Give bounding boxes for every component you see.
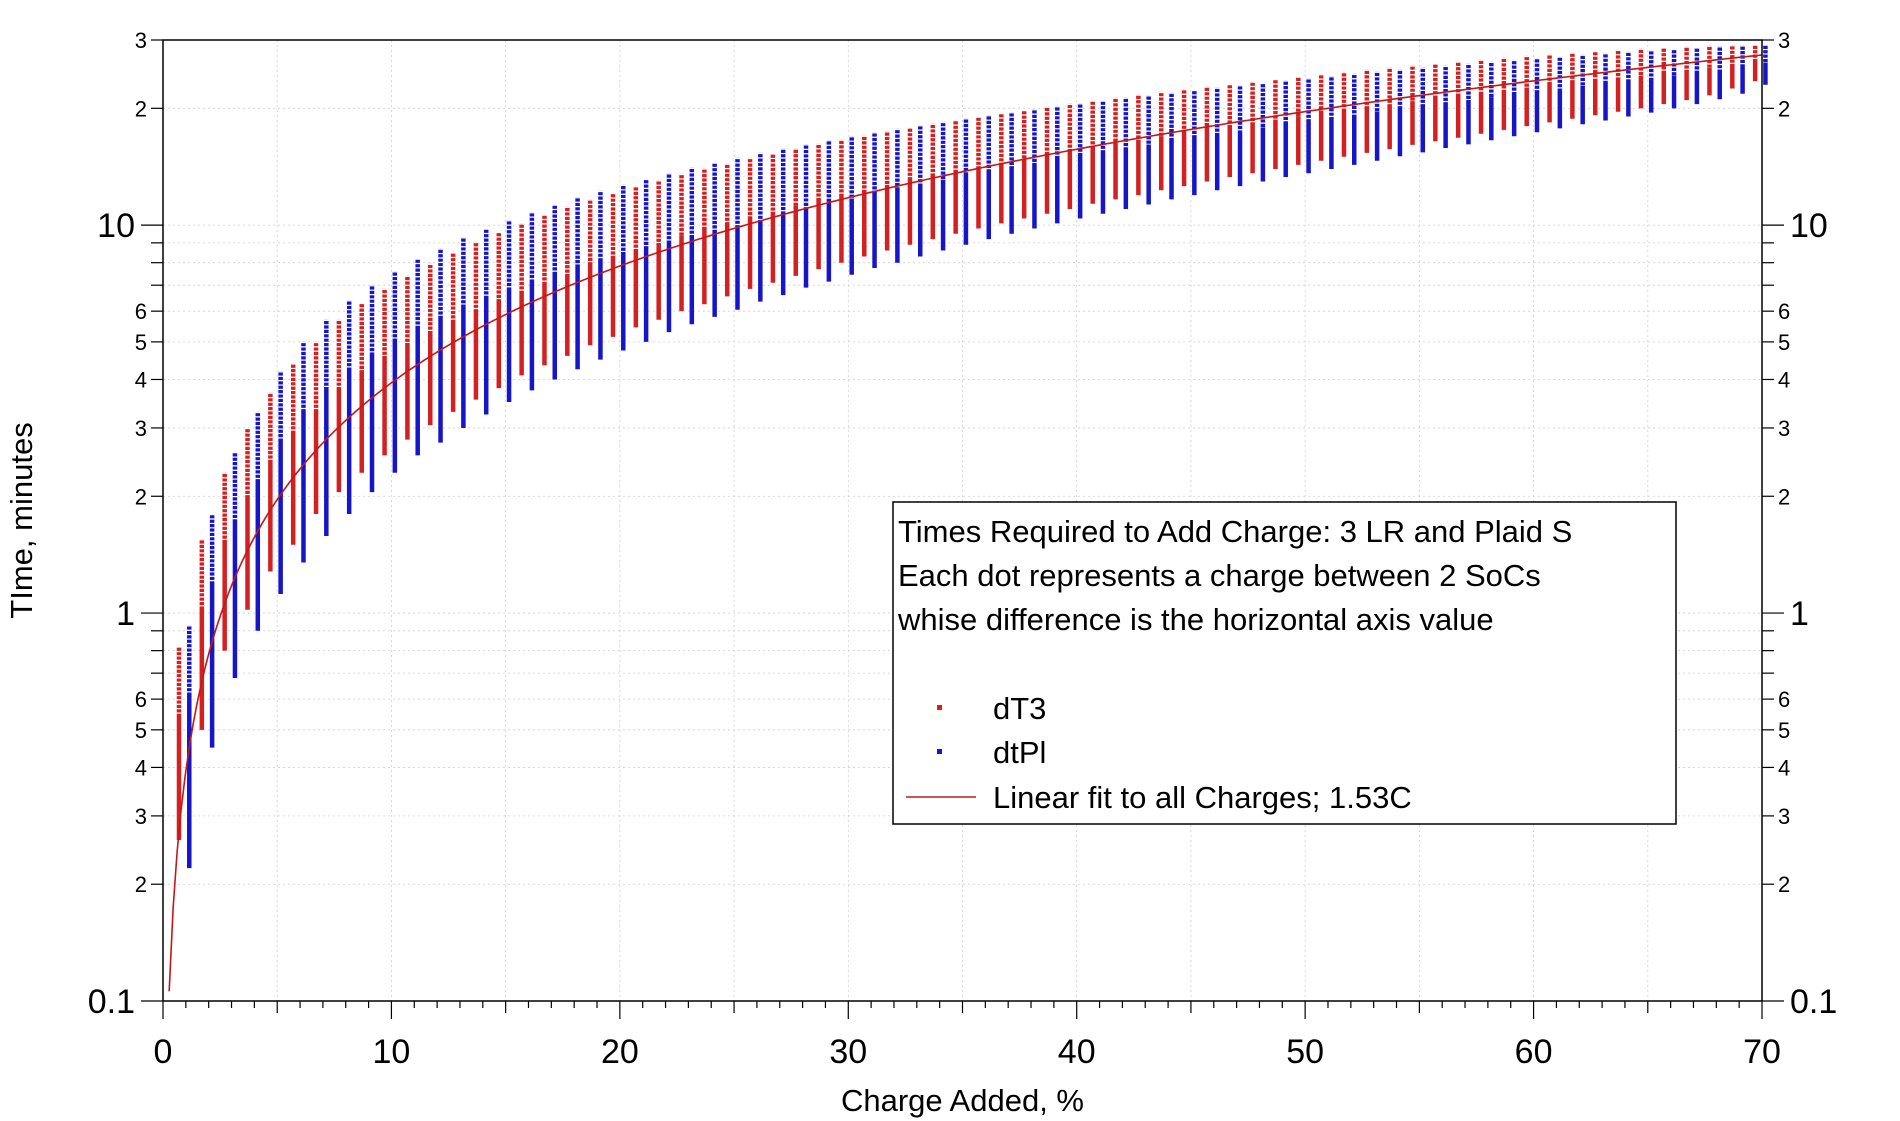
legend-title-line-1: Times Required to Add Charge: 3 LR and P… xyxy=(898,514,1572,549)
series-dtpl xyxy=(186,44,1768,869)
x-tick-label: 40 xyxy=(1058,1033,1096,1071)
legend-marker-dt3 xyxy=(937,705,942,710)
legend-marker-dtpl xyxy=(937,749,942,754)
y-minor-label-left: 4 xyxy=(135,755,147,780)
y-minor-label-left: 5 xyxy=(135,330,147,355)
y-minor-label-right: 6 xyxy=(1778,687,1790,712)
y-minor-label-left: 2 xyxy=(135,872,147,897)
fit-layer xyxy=(168,54,1763,992)
legend-box xyxy=(892,501,1677,825)
x-tick-label: 60 xyxy=(1515,1033,1553,1071)
x-tick-label: 10 xyxy=(373,1033,411,1071)
y-minor-label-right: 3 xyxy=(1778,28,1790,53)
axes: 0.1 0.11 110 102 23 34 45 56 62 23 34 45 56 62 23 30 10 2… xyxy=(88,28,1838,1071)
y-tick-label-left: 10 xyxy=(97,207,135,245)
fit-line xyxy=(168,54,1763,992)
y-minor-label-right: 3 xyxy=(1778,416,1790,441)
y-minor-label-right: 5 xyxy=(1778,718,1790,743)
legend-title-line-2: Each dot represents a charge between 2 S… xyxy=(898,558,1541,593)
y-minor-label-left: 3 xyxy=(135,804,147,829)
legend: Times Required to Add Charge: 3 LR and P… xyxy=(892,501,1677,825)
y-tick-label-right: 10 xyxy=(1790,207,1828,245)
y-minor-label-left: 4 xyxy=(135,367,147,392)
x-tick-label: 50 xyxy=(1286,1033,1324,1071)
y-minor-label-right: 4 xyxy=(1778,367,1790,392)
y-minor-label-left: 2 xyxy=(135,484,147,509)
legend-label-fit: Linear fit to all Charges; 1.53C xyxy=(993,780,1412,815)
series-dt3 xyxy=(176,44,1758,841)
y-minor-label-left: 2 xyxy=(135,96,147,121)
x-tick-label: 0 xyxy=(154,1033,173,1071)
series-layer xyxy=(176,44,1768,869)
y-tick-label-left: 1 xyxy=(116,595,135,633)
y-minor-label-right: 6 xyxy=(1778,299,1790,324)
y-minor-label-left: 6 xyxy=(135,299,147,324)
y-axis-title: TIme, minutes xyxy=(4,422,39,618)
legend-label-dtpl: dtPl xyxy=(993,735,1046,770)
y-minor-label-right: 2 xyxy=(1778,484,1790,509)
y-minor-label-left: 5 xyxy=(135,718,147,743)
y-minor-label-left: 3 xyxy=(135,28,147,53)
y-minor-label-left: 3 xyxy=(135,416,147,441)
y-minor-label-right: 2 xyxy=(1778,96,1790,121)
x-tick-label: 70 xyxy=(1743,1033,1781,1071)
y-tick-label-left: 0.1 xyxy=(88,983,135,1021)
y-tick-label-right: 0.1 xyxy=(1790,983,1837,1021)
y-minor-label-right: 4 xyxy=(1778,755,1790,780)
x-axis-title: Charge Added, % xyxy=(841,1083,1084,1118)
x-tick-label: 20 xyxy=(601,1033,639,1071)
legend-title-line-3: whise difference is the horizontal axis … xyxy=(897,602,1494,637)
y-minor-label-right: 5 xyxy=(1778,330,1790,355)
y-minor-label-left: 6 xyxy=(135,687,147,712)
y-minor-label-right: 2 xyxy=(1778,872,1790,897)
legend-label-dt3: dT3 xyxy=(993,691,1046,726)
y-tick-label-right: 1 xyxy=(1790,595,1809,633)
x-tick-label: 30 xyxy=(829,1033,867,1071)
y-minor-label-right: 3 xyxy=(1778,804,1790,829)
